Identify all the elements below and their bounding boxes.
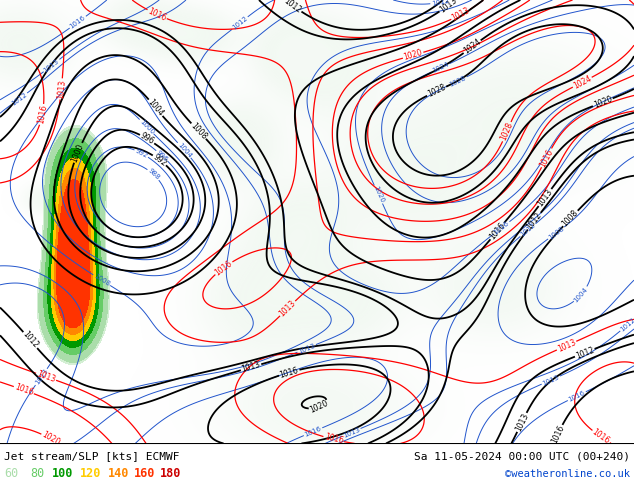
Text: 992: 992 bbox=[151, 152, 168, 168]
Text: 1016: 1016 bbox=[213, 259, 234, 277]
Text: 1020: 1020 bbox=[40, 430, 61, 448]
Text: 1012: 1012 bbox=[10, 91, 28, 107]
Text: 1013: 1013 bbox=[42, 58, 60, 74]
Text: 80: 80 bbox=[30, 467, 44, 480]
Text: 1020: 1020 bbox=[403, 48, 424, 62]
Text: 992: 992 bbox=[134, 147, 149, 159]
Text: 1020: 1020 bbox=[309, 399, 330, 415]
Text: 1016: 1016 bbox=[304, 425, 323, 438]
Text: 1016: 1016 bbox=[567, 390, 586, 403]
Text: 1028: 1028 bbox=[499, 121, 515, 142]
Text: 1013: 1013 bbox=[342, 426, 361, 439]
Text: 1004: 1004 bbox=[573, 286, 589, 303]
Text: 1016: 1016 bbox=[550, 424, 566, 445]
Text: ©weatheronline.co.uk: ©weatheronline.co.uk bbox=[505, 469, 630, 479]
Text: 1016: 1016 bbox=[538, 147, 555, 169]
Text: 1020: 1020 bbox=[592, 95, 613, 110]
Text: 1013: 1013 bbox=[56, 79, 67, 99]
Text: 1012: 1012 bbox=[282, 0, 303, 15]
Text: 160: 160 bbox=[134, 467, 155, 480]
Text: Jet stream/SLP [kts] ECMWF: Jet stream/SLP [kts] ECMWF bbox=[4, 452, 179, 462]
Text: 1024: 1024 bbox=[431, 61, 450, 74]
Text: 1008: 1008 bbox=[547, 225, 565, 241]
Text: 1024: 1024 bbox=[462, 37, 482, 56]
Text: 1016: 1016 bbox=[36, 104, 49, 125]
Text: 140: 140 bbox=[108, 467, 129, 480]
Text: 60: 60 bbox=[4, 467, 18, 480]
Text: 988: 988 bbox=[146, 168, 160, 181]
Text: 1013: 1013 bbox=[34, 368, 49, 386]
Text: 1013: 1013 bbox=[541, 374, 560, 387]
Text: 1004: 1004 bbox=[146, 98, 165, 118]
Text: 1016: 1016 bbox=[279, 366, 300, 379]
Text: 1013: 1013 bbox=[450, 6, 472, 23]
Text: 1013: 1013 bbox=[536, 187, 554, 208]
Text: 1024: 1024 bbox=[572, 74, 593, 91]
Text: 1013: 1013 bbox=[278, 298, 297, 318]
Text: 1013: 1013 bbox=[514, 412, 530, 433]
Text: 1028: 1028 bbox=[448, 74, 467, 88]
Text: 1012: 1012 bbox=[231, 15, 249, 31]
Text: 1012: 1012 bbox=[574, 345, 595, 361]
Text: 180: 180 bbox=[160, 467, 181, 480]
Text: 1013: 1013 bbox=[556, 338, 577, 354]
Text: 1016: 1016 bbox=[590, 428, 611, 446]
Text: 1016: 1016 bbox=[13, 383, 34, 397]
Text: 1013: 1013 bbox=[297, 342, 316, 355]
Text: 1016: 1016 bbox=[323, 433, 344, 446]
Text: 1016: 1016 bbox=[488, 221, 507, 242]
Text: 1008: 1008 bbox=[93, 273, 111, 288]
Text: 1008: 1008 bbox=[560, 208, 580, 228]
Text: 1008: 1008 bbox=[189, 121, 209, 141]
Text: 1020: 1020 bbox=[372, 185, 385, 204]
Text: 1028: 1028 bbox=[426, 83, 447, 99]
Text: 100: 100 bbox=[52, 467, 74, 480]
Text: 1000: 1000 bbox=[70, 142, 86, 163]
Text: 1013: 1013 bbox=[240, 360, 262, 374]
Text: 1004: 1004 bbox=[176, 142, 193, 159]
Text: 1016: 1016 bbox=[68, 15, 87, 30]
Text: 1012: 1012 bbox=[519, 222, 537, 238]
Text: 1016: 1016 bbox=[493, 220, 510, 236]
Text: 1012: 1012 bbox=[430, 0, 450, 7]
Text: 1012: 1012 bbox=[20, 330, 40, 350]
Text: 1000: 1000 bbox=[138, 118, 155, 135]
Text: 1013: 1013 bbox=[36, 369, 56, 384]
Text: 1013: 1013 bbox=[437, 0, 458, 15]
Text: 996: 996 bbox=[139, 131, 156, 147]
Text: 120: 120 bbox=[80, 467, 101, 480]
Text: 1012: 1012 bbox=[525, 211, 544, 231]
Text: 996: 996 bbox=[155, 149, 169, 163]
Text: 1012: 1012 bbox=[619, 317, 634, 333]
Text: Sa 11-05-2024 00:00 UTC (00+240): Sa 11-05-2024 00:00 UTC (00+240) bbox=[414, 452, 630, 462]
Text: 1016: 1016 bbox=[146, 6, 167, 23]
